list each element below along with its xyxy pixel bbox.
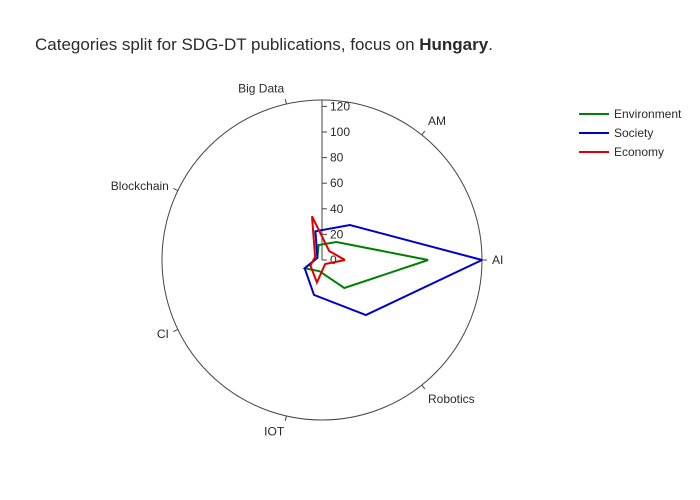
category-label: CI	[157, 327, 169, 341]
radial-tick-label: 100	[330, 125, 350, 139]
polar-area: 0 20 40 60 80 100 120 AI AM Big Data Blockchain CI I…	[111, 81, 504, 438]
title-country: Hungary	[419, 35, 489, 54]
angular-tick-mark	[284, 415, 287, 421]
radial-tick-label: 40	[330, 202, 344, 216]
series-line-economy	[309, 215, 346, 286]
legend-label: Economy	[614, 145, 664, 159]
category-label: Blockchain	[111, 179, 169, 193]
radial-tick-label: 0	[330, 253, 337, 267]
series-lines	[302, 215, 483, 317]
angular-tick-mark	[421, 384, 426, 390]
category-label: IOT	[264, 425, 285, 439]
legend: Environment Society Economy	[579, 107, 682, 159]
legend-label: Environment	[614, 107, 682, 121]
radial-tick-label: 80	[330, 151, 344, 165]
title-prefix: Categories split for SDG-DT publications…	[35, 35, 419, 54]
legend-label: Society	[614, 126, 653, 140]
angular-tick-mark	[173, 187, 179, 192]
radial-tick-label: 120	[330, 99, 350, 113]
angular-tick-mark	[421, 130, 426, 136]
title-suffix: .	[488, 35, 493, 54]
radial-tick-label: 60	[330, 176, 344, 190]
series-line-environment	[302, 240, 429, 290]
category-label: Robotics	[428, 392, 475, 406]
radial-tick-label: 20	[330, 227, 344, 241]
category-label: AM	[428, 114, 446, 128]
category-label: AI	[492, 253, 503, 267]
angular-tick-mark	[173, 328, 179, 333]
chart-title: Categories split for SDG-DT publications…	[35, 35, 493, 54]
category-label: Big Data	[238, 81, 284, 95]
angular-tick-mark	[284, 99, 287, 105]
